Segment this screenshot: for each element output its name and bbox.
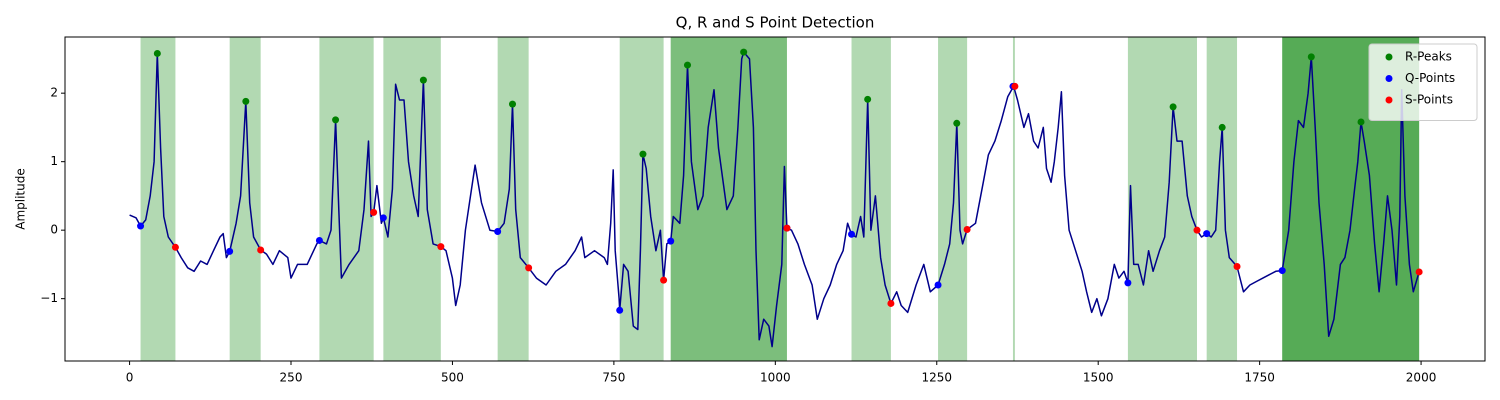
chart-title: Q, R and S Point Detection: [676, 14, 875, 32]
point-marker: [437, 243, 445, 251]
highlight-span: [1206, 37, 1238, 361]
point-marker: [864, 95, 872, 103]
legend-label: S-Points: [1405, 93, 1453, 107]
legend-marker: [1385, 53, 1393, 61]
point-marker: [660, 276, 668, 284]
x-tick-label: 0: [126, 371, 134, 385]
highlight-span: [851, 37, 891, 361]
highlight-span: [670, 37, 787, 361]
point-marker: [379, 214, 387, 222]
x-tick-label: 750: [602, 371, 625, 385]
legend-marker: [1385, 75, 1393, 82]
point-marker: [257, 246, 265, 254]
point-marker: [616, 306, 624, 314]
point-marker: [934, 281, 942, 289]
point-marker: [509, 100, 517, 108]
point-marker: [783, 224, 791, 232]
point-marker: [315, 236, 323, 244]
x-tick-label: 1000: [760, 371, 791, 385]
point-marker: [887, 299, 895, 307]
y-axis-label: Amplitude: [14, 168, 28, 230]
x-tick-label: 500: [441, 371, 464, 385]
y-tick-label: 1: [50, 154, 58, 168]
y-tick-label: −1: [40, 291, 58, 305]
point-marker: [1218, 123, 1226, 131]
highlight-span: [1012, 37, 1015, 361]
point-marker: [494, 228, 502, 236]
point-marker: [1415, 268, 1423, 276]
point-marker: [137, 222, 145, 230]
point-marker: [332, 116, 340, 124]
x-tick-label: 1250: [921, 371, 952, 385]
highlight-span: [229, 37, 261, 361]
point-marker: [525, 264, 533, 272]
point-marker: [1278, 267, 1286, 275]
y-tick-label: 0: [50, 223, 58, 237]
x-tick-label: 1750: [1244, 371, 1275, 385]
point-marker: [639, 150, 647, 158]
signal-line: [129, 51, 1420, 348]
y-tick-label: 2: [50, 86, 58, 100]
point-marker: [242, 97, 250, 105]
x-tick-label: 2000: [1406, 371, 1437, 385]
x-tick-label: 250: [280, 371, 303, 385]
point-marker: [1124, 279, 1132, 287]
point-marker: [684, 61, 692, 69]
highlight-span: [383, 37, 441, 361]
legend-marker: [1385, 96, 1393, 104]
point-marker: [1011, 82, 1019, 90]
point-marker: [1357, 118, 1365, 126]
plot-area: [129, 37, 1423, 361]
x-tick-label: 1500: [1083, 371, 1114, 385]
point-marker: [848, 230, 856, 238]
highlight-span: [319, 37, 374, 361]
legend-label: R-Peaks: [1405, 50, 1452, 64]
legend-box: [1368, 43, 1478, 121]
highlight-span: [670, 37, 787, 361]
point-marker: [1307, 53, 1315, 61]
point-marker: [963, 225, 971, 233]
point-marker: [419, 76, 427, 84]
highlight-span: [497, 37, 529, 361]
point-marker: [226, 247, 234, 255]
point-marker: [1233, 262, 1241, 270]
point-marker: [953, 119, 961, 127]
point-marker: [740, 48, 748, 56]
point-marker: [1169, 103, 1177, 111]
point-marker: [171, 243, 179, 251]
highlight-span: [1127, 37, 1197, 361]
point-marker: [667, 237, 675, 245]
point-marker: [1203, 230, 1211, 238]
point-marker: [1193, 226, 1201, 234]
highlight-span: [938, 37, 968, 361]
point-marker: [370, 208, 378, 216]
point-marker: [153, 49, 161, 57]
legend-label: Q-Points: [1405, 71, 1455, 85]
